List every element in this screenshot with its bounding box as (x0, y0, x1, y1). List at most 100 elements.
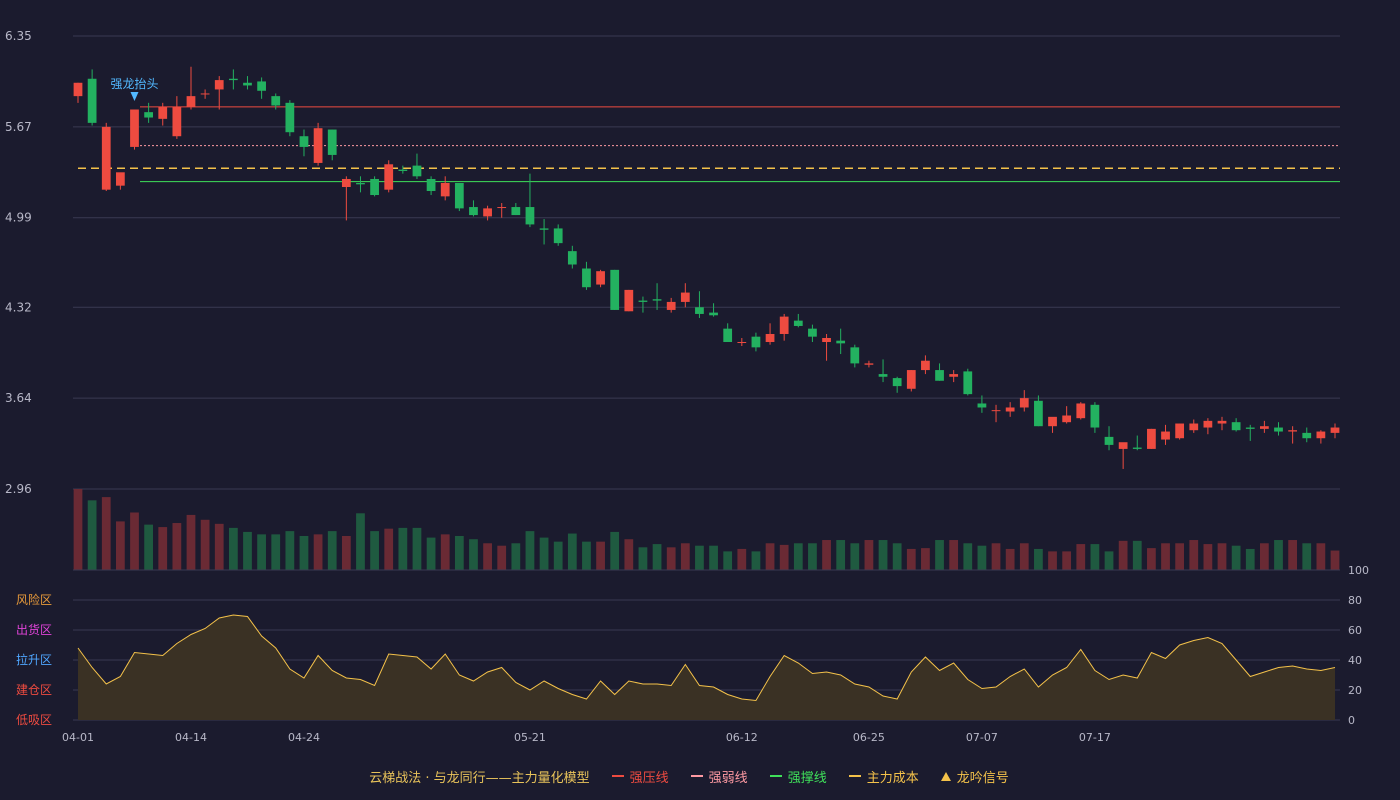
oscillator-area (78, 615, 1335, 720)
volume-bar (1147, 548, 1156, 570)
candle-body (709, 312, 718, 316)
volume-bar (440, 534, 450, 570)
volume-bar (1104, 551, 1114, 570)
volume-bar (1231, 545, 1241, 570)
volume-bar (582, 541, 591, 570)
volume-bar (172, 523, 182, 570)
candle-body (1034, 400, 1043, 427)
candle-body (115, 172, 125, 186)
volume-bar (130, 512, 139, 570)
volume-bar (144, 524, 153, 570)
candle-body (327, 129, 337, 155)
volume-bar (115, 521, 125, 570)
volume-bar (878, 540, 888, 570)
candle-body (228, 78, 238, 81)
candle-body (539, 228, 549, 230)
legend-label: 主力成本 (866, 770, 919, 786)
volume-bar (822, 540, 831, 570)
legend-item-support: 强撑线 (769, 767, 827, 786)
volume-bar (723, 551, 733, 570)
zone-label: 出货区 (16, 622, 52, 637)
volume-bar (1090, 544, 1100, 570)
volume-bar (412, 527, 422, 570)
volume-bar (624, 539, 634, 570)
candle-body (1161, 431, 1170, 440)
volume-bar (949, 540, 959, 570)
candle-body (864, 363, 874, 365)
candle-body (257, 81, 266, 91)
volume-bar (1118, 540, 1128, 570)
price-tick-label: 4.99 (5, 211, 32, 225)
candle-body (553, 228, 563, 244)
candle-body (1217, 420, 1227, 424)
candle-body (723, 328, 733, 343)
price-tick-label: 6.35 (5, 29, 32, 43)
legend-item-signal: 龙吟信号 (940, 767, 1009, 786)
volume-bar (1005, 548, 1015, 570)
volume-bar (765, 543, 775, 570)
volume-bar (1203, 544, 1213, 570)
volume-bar (87, 500, 97, 570)
legend-label: 强撑线 (787, 770, 827, 786)
volume-bar (398, 527, 408, 570)
volume-bar (906, 548, 916, 570)
volume-bar (836, 540, 846, 570)
oscillator-tick-label: 100 (1348, 564, 1369, 577)
candle-body (73, 82, 83, 97)
candle-body (412, 165, 422, 177)
volume-bar (695, 545, 704, 570)
candle-body (313, 128, 323, 163)
candle-body (1076, 403, 1086, 419)
arrow-down-icon (130, 92, 139, 101)
volume-bar (751, 551, 761, 570)
volume-bar (850, 543, 860, 570)
candle-body (1330, 427, 1340, 433)
candle-body (370, 178, 379, 196)
legend-swatch (611, 775, 624, 777)
candle-body (977, 403, 987, 408)
volume-bar (73, 489, 83, 570)
candle-body (130, 109, 139, 147)
date-tick-label: 04-14 (175, 731, 207, 744)
legend-label: 龙吟信号 (956, 770, 1009, 786)
volume-bar (1034, 548, 1043, 570)
volume-bar (935, 540, 944, 570)
candle-body (469, 207, 478, 216)
volume-bar (709, 545, 718, 570)
volume-bar (1316, 543, 1326, 570)
volume-bar (1132, 540, 1142, 570)
candle-body (271, 96, 281, 106)
volume-bar (1189, 540, 1199, 570)
oscillator-tick-label: 80 (1348, 594, 1362, 607)
volume-bar (1062, 551, 1072, 570)
candle-body (341, 178, 351, 187)
volume-bar (228, 527, 238, 570)
candle-body (285, 102, 295, 133)
candle-body (1062, 415, 1072, 423)
volume-bar (469, 539, 478, 570)
price-tick-label: 4.32 (5, 300, 32, 314)
zone-label: 低吸区 (16, 713, 52, 727)
candle-body (666, 301, 676, 310)
candle-body (949, 374, 959, 377)
candle-body (1316, 431, 1326, 439)
oscillator-tick-label: 20 (1348, 684, 1362, 697)
candle-body (101, 126, 111, 190)
volume-bar (1330, 550, 1340, 570)
legend-item-resistance: 强压线 (611, 767, 669, 786)
volume-bar (327, 531, 337, 570)
volume-bar (511, 543, 521, 570)
volume-bar (892, 543, 902, 570)
candle-body (87, 78, 97, 123)
candle-body (1260, 426, 1269, 429)
candle-body (610, 269, 620, 310)
volume-bar (214, 523, 224, 570)
candle-body (638, 300, 648, 302)
candle-body (878, 374, 888, 377)
candle-body (1302, 432, 1312, 439)
candle-body (793, 320, 803, 326)
volume-bar (483, 543, 492, 570)
volume-bar (596, 541, 605, 570)
legend: 云梯战法 · 与龙同行——主力量化模型 强压线 强弱线 强撑线 主力成本 龙吟信… (0, 766, 1400, 786)
